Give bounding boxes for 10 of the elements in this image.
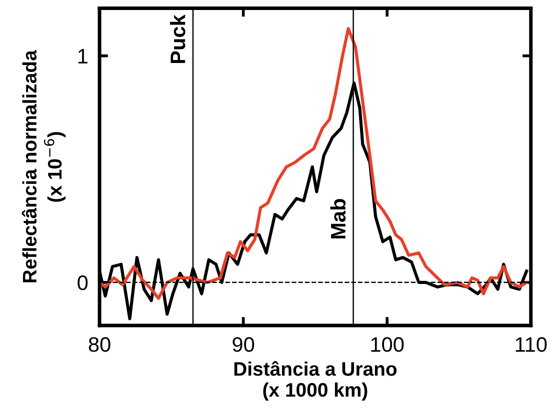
x-tick-label: 100 — [371, 337, 404, 352]
x-tick-label: 80 — [88, 337, 110, 352]
x-tick-label: 90 — [232, 337, 254, 352]
y-axis-title: Reflectância normalizada (x 10$^{−6}$) — [22, 50, 66, 282]
ref-line-label: Puck — [170, 14, 186, 63]
x-tick-label: 110 — [516, 337, 547, 352]
x-axis-title: Distância a Urano (x 1000 km) — [234, 361, 397, 401]
y-tick-label: 0 — [78, 275, 88, 290]
y-tick-label: 1 — [78, 49, 88, 64]
ref-line-label: Mab — [330, 199, 346, 238]
